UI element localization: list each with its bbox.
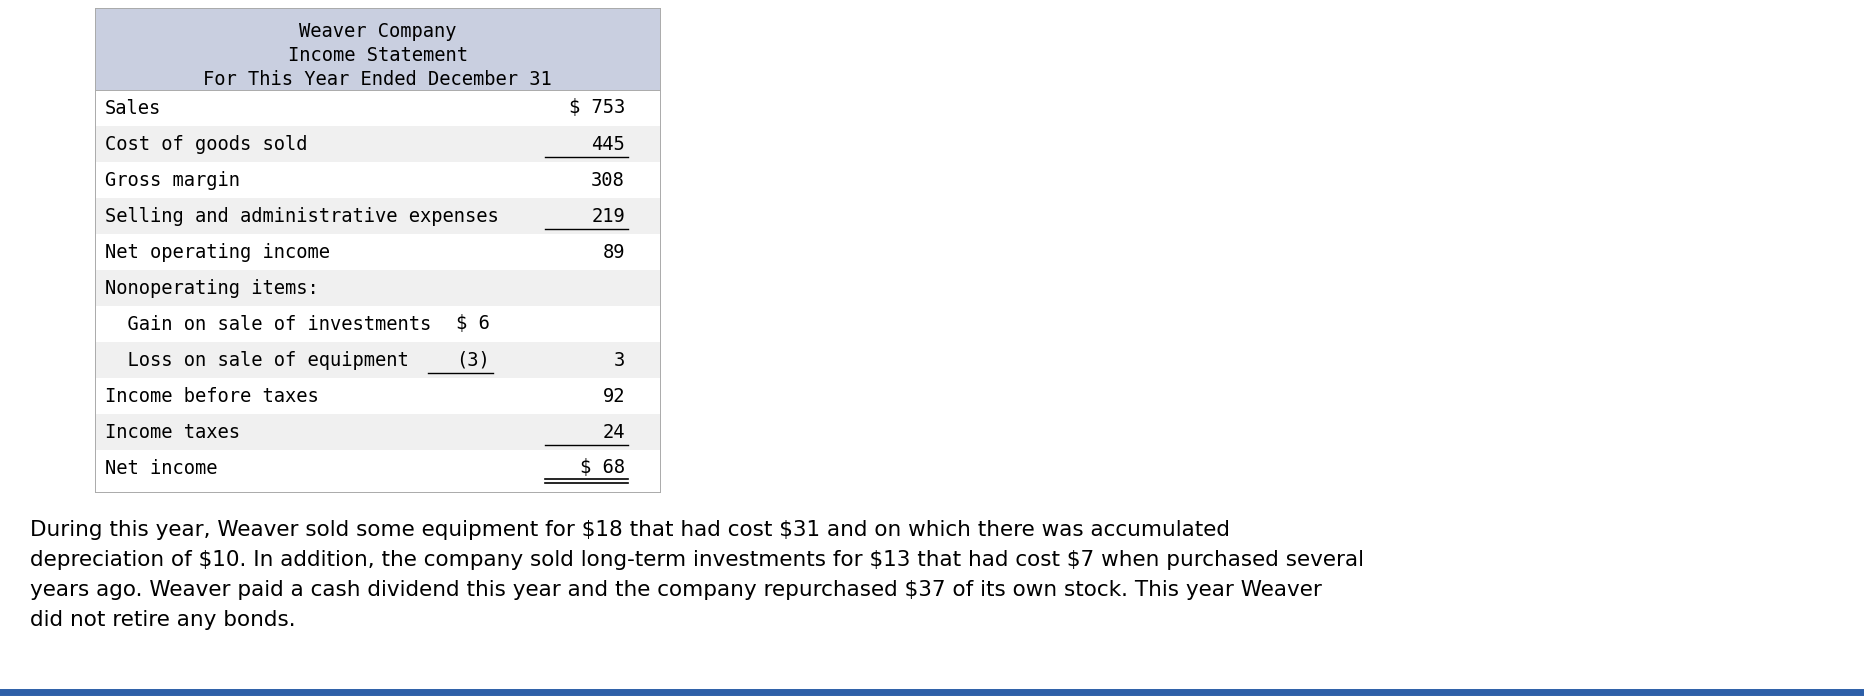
Text: 3: 3: [613, 351, 624, 370]
Bar: [95, 162, 660, 198]
Text: Net operating income: Net operating income: [104, 242, 330, 262]
Bar: [95, 126, 660, 162]
Text: Income taxes: Income taxes: [104, 423, 240, 442]
Bar: [95, 378, 660, 414]
Text: 445: 445: [591, 134, 624, 153]
Text: During this year, Weaver sold some equipment for \$18 that had cost \$31 and on : During this year, Weaver sold some equip…: [30, 520, 1230, 540]
Text: did not retire any bonds.: did not retire any bonds.: [30, 610, 296, 630]
Text: Selling and administrative expenses: Selling and administrative expenses: [104, 206, 500, 225]
Text: Weaver Company: Weaver Company: [298, 22, 457, 41]
Text: Net income: Net income: [104, 458, 218, 477]
Text: Sales: Sales: [104, 99, 162, 118]
Text: 89: 89: [602, 242, 624, 262]
Text: $ 68: $ 68: [580, 458, 624, 477]
Bar: [95, 234, 660, 270]
Bar: [95, 198, 660, 234]
Text: Income Statement: Income Statement: [287, 46, 468, 65]
Bar: [95, 306, 660, 342]
Text: $ 6: $ 6: [457, 314, 490, 333]
Text: For This Year Ended December 31: For This Year Ended December 31: [203, 70, 552, 89]
Text: 219: 219: [591, 206, 624, 225]
Bar: [95, 342, 660, 378]
Bar: [95, 450, 660, 486]
Bar: [95, 8, 660, 90]
Text: Cost of goods sold: Cost of goods sold: [104, 134, 308, 153]
Text: 308: 308: [591, 171, 624, 190]
Text: Income before taxes: Income before taxes: [104, 386, 319, 405]
Text: Gross margin: Gross margin: [104, 171, 240, 190]
Text: Nonoperating items:: Nonoperating items:: [104, 279, 319, 298]
Text: years ago. Weaver paid a cash dividend this year and the company repurchased \$3: years ago. Weaver paid a cash dividend t…: [30, 580, 1322, 600]
Text: (3): (3): [457, 351, 490, 370]
Text: 92: 92: [602, 386, 624, 405]
Text: depreciation of \$10. In addition, the company sold long-term investments for \$: depreciation of \$10. In addition, the c…: [30, 550, 1364, 570]
Text: Loss on sale of equipment: Loss on sale of equipment: [104, 351, 408, 370]
Text: $ 753: $ 753: [569, 99, 624, 118]
Bar: [95, 270, 660, 306]
Bar: [95, 414, 660, 450]
Bar: [95, 90, 660, 126]
Text: 24: 24: [602, 423, 624, 442]
Text: Gain on sale of investments: Gain on sale of investments: [104, 314, 431, 333]
